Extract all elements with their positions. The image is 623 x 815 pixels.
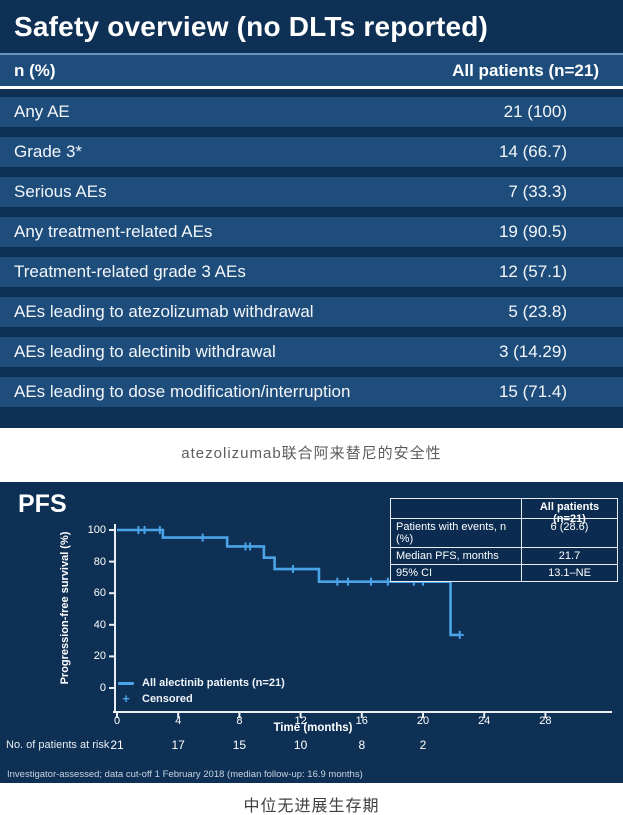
y-tick-label: 20 (93, 650, 106, 663)
km-legend: All alectinib patients (n=21) + Censored (118, 676, 285, 708)
safety-header-right: All patients (n=21) (452, 60, 599, 80)
legend-censored-label: Censored (142, 693, 193, 705)
y-tick-label: 80 (93, 555, 106, 568)
inset-row-label: Median PFS, months (396, 550, 499, 562)
safety-row-value: 3 (14.29) (498, 342, 567, 361)
legend-line-swatch (118, 681, 134, 685)
safety-row-value: 19 (90.5) (498, 222, 567, 241)
safety-slide-title: Safety overview (no DLTs reported) (0, 0, 623, 55)
safety-row-label: Any AE (14, 102, 70, 121)
safety-row-value: 15 (71.4) (498, 382, 567, 401)
footnote: Investigator-assessed; data cut-off 1 Fe… (7, 769, 363, 780)
x-axis-label: Time (months) (273, 722, 353, 734)
safety-table-row: Any treatment-related AEs 19 (90.5) (0, 217, 623, 247)
safety-table-row: Grade 3* 14 (66.7) (0, 137, 623, 167)
safety-row-label: AEs leading to alectinib withdrawal (14, 342, 276, 361)
pfs-slide: PFS Progression-free survival (%) Time (… (0, 482, 623, 783)
inset-header-row: All patients (n=21) (391, 499, 617, 527)
safety-table-row: AEs leading to atezolizumab withdrawal 5 … (0, 297, 623, 327)
x-tick-label: 12 (294, 715, 307, 727)
caption-pfs: 中位无进展生存期 (243, 798, 380, 815)
y-tick-label: 40 (93, 618, 106, 631)
legend-censored-icon: + (122, 691, 130, 706)
y-tick-label: 60 (93, 587, 106, 600)
inset-row-label: 95% CI (396, 567, 433, 579)
safety-table-row: AEs leading to alectinib withdrawal 3 (14… (0, 337, 623, 367)
at-risk-count: 15 (232, 738, 247, 752)
at-risk-count: 2 (419, 738, 427, 752)
inset-row-value: All patients (n=21) (521, 499, 617, 527)
safety-row-label: Any treatment-related AEs (14, 222, 213, 241)
safety-header-left: n (%) (14, 60, 56, 80)
x-tick-label: 4 (175, 715, 182, 727)
inset-row-value: 6 (28.6) (521, 519, 617, 547)
at-risk-count: 21 (110, 738, 124, 752)
at-risk-count: 17 (171, 738, 185, 752)
at-risk-label: No. of patients at risk (6, 739, 110, 751)
safety-row-label: Serious AEs (14, 182, 107, 201)
safety-row-value: 14 (66.7) (498, 142, 567, 161)
safety-table-row: Any AE 21 (100) (0, 97, 623, 127)
x-tick-label: 24 (478, 715, 491, 727)
legend-series-label: All alectinib patients (n=21) (142, 677, 285, 689)
safety-table-row: Serious AEs 7 (33.3) (0, 177, 623, 207)
safety-row-label: Grade 3* (14, 142, 83, 161)
pfs-inset-table: All patients (n=21) Patients with events,… (390, 498, 618, 582)
inset-row: Median PFS, months 21.7 (391, 547, 617, 564)
safety-table-row: Treatment-related grade 3 AEs 12 (57.1) (0, 257, 623, 287)
x-tick-label: 20 (416, 715, 430, 727)
safety-row-value: 5 (23.8) (508, 302, 567, 321)
y-tick-label: 0 (99, 682, 106, 694)
x-tick-label: 16 (355, 715, 368, 727)
inset-row: 95% CI 13.1–NE (391, 564, 617, 581)
at-risk-count: 10 (293, 738, 308, 752)
legend-series-row: All alectinib patients (n=21) (118, 676, 285, 690)
safety-table-header: n (%) All patients (n=21) (0, 55, 623, 89)
y-tick-label: 100 (87, 524, 106, 536)
pfs-slide-title: PFS (18, 490, 67, 518)
safety-row-label: AEs leading to atezolizumab withdrawal (14, 302, 314, 321)
legend-censored-row: + Censored (118, 692, 285, 706)
x-tick-label: 0 (113, 715, 121, 727)
inset-row-label: Patients with events, n (%) (396, 521, 507, 545)
safety-row-label: Treatment-related grade 3 AEs (14, 262, 246, 281)
inset-row-value: 21.7 (521, 548, 617, 564)
inset-row-value: 13.1–NE (521, 565, 617, 581)
caption-safety: atezolizumab联合阿来替尼的安全性 (181, 445, 442, 462)
safety-row-value: 21 (100) (503, 102, 567, 121)
safety-table-body: Any AE 21 (100) Grade 3* 14 (66.7) Serious A… (0, 89, 623, 407)
at-risk-count: 8 (358, 738, 366, 752)
safety-table-row: AEs leading to dose modification/interru… (0, 377, 623, 407)
safety-row-value: 12 (57.1) (498, 262, 567, 281)
y-axis-label: Progression-free survival (%) (59, 531, 71, 685)
x-tick-label: 8 (236, 715, 243, 727)
inset-row: Patients with events, n (%) 6 (28.6) (391, 518, 617, 547)
safety-slide: Safety overview (no DLTs reported) n (%)… (0, 0, 623, 428)
safety-row-value: 7 (33.3) (508, 182, 567, 201)
safety-row-label: AEs leading to dose modification/interru… (14, 382, 351, 401)
x-tick-label: 28 (539, 715, 552, 727)
